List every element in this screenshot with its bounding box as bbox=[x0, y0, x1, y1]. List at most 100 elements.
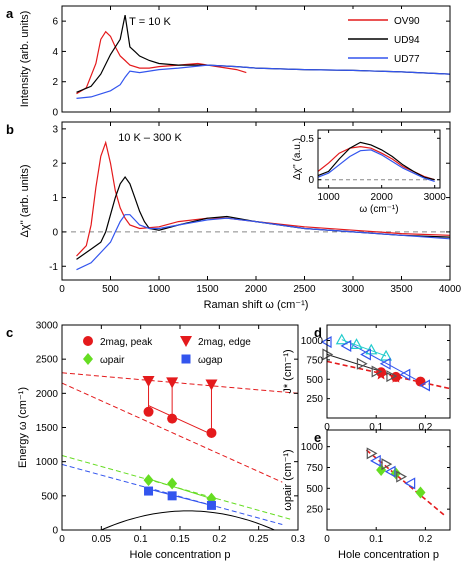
d-point-triangle-right-open bbox=[386, 370, 398, 383]
b-ytick-label: 2 bbox=[52, 159, 58, 170]
panel-b: 0 500 1000 1500 2000 2500 3000 3500 4000-10123bΔ… bbox=[6, 121, 462, 311]
c-ytick-label: 0 bbox=[52, 526, 58, 537]
c-xtick-label: 0.1 bbox=[134, 534, 148, 545]
c-point-triangle-down bbox=[205, 379, 218, 391]
c-point-circle bbox=[206, 427, 217, 438]
a-series-ud77 bbox=[76, 64, 451, 99]
d-point-triangle-left-open bbox=[360, 348, 371, 361]
d-fit-line-0 bbox=[326, 360, 451, 390]
inset-xtick-label: 2000 bbox=[371, 192, 394, 203]
d-ytick-label: 1000 bbox=[301, 336, 324, 347]
b-xtick-label: 500 bbox=[102, 284, 119, 295]
d-point-triangle-up-open bbox=[335, 333, 348, 345]
c-fit-line-6 bbox=[148, 488, 212, 506]
c-ytick-label: 2000 bbox=[36, 389, 59, 400]
c-point-square bbox=[144, 486, 154, 496]
c-fit-line-4 bbox=[148, 478, 212, 500]
e-ylabel: ωpair (cm⁻¹) bbox=[282, 449, 294, 510]
c-ytick-label: 3000 bbox=[36, 321, 59, 332]
e-xtick-label: 0 bbox=[324, 534, 330, 545]
e-panel-label: e bbox=[314, 430, 321, 445]
d-fit-line-2 bbox=[351, 343, 426, 386]
a-panel-label: a bbox=[6, 6, 14, 21]
panel-b-inset: 1000 2000 3000 0 0.5Δχ'' (a.u.) ω (cm⁻¹) bbox=[292, 129, 446, 215]
c-xtick-label: 0.05 bbox=[92, 534, 112, 545]
b-xtick-label: 2000 bbox=[245, 284, 268, 295]
c-xtick-label: 0.25 bbox=[249, 534, 269, 545]
e-point-triangle-left-open bbox=[369, 454, 381, 467]
c-point-triangle-down bbox=[142, 376, 155, 388]
b-ytick-label: 3 bbox=[52, 124, 58, 135]
e-point-triangle-right-open bbox=[381, 458, 393, 471]
d-point-triangle-left-open bbox=[419, 379, 430, 392]
c-ytick-label: 500 bbox=[41, 491, 58, 502]
d-point-triangle-right-open bbox=[356, 357, 368, 370]
a-legend-label: OV90 bbox=[394, 16, 420, 27]
c-ytick-label: 1000 bbox=[36, 457, 59, 468]
b-ylabel: Δχ'' (arb. units) bbox=[19, 165, 31, 238]
e-point-triangle-right-open bbox=[366, 447, 378, 460]
d-xtick-label: 0.2 bbox=[418, 422, 432, 433]
b-series-ov90 bbox=[76, 140, 451, 257]
b-xtick-label: 0 bbox=[59, 284, 65, 295]
inset-series-ud77 bbox=[317, 149, 435, 182]
b-xtick-label: 3500 bbox=[390, 284, 413, 295]
b-panel-label: b bbox=[6, 122, 14, 137]
c-xtick-label: 0 bbox=[59, 534, 65, 545]
e-xlabel: Hole concentration p bbox=[338, 549, 439, 561]
b-ytick-label: 0 bbox=[52, 227, 58, 238]
c-dome bbox=[101, 510, 275, 531]
b-series-ud77 bbox=[76, 214, 451, 271]
b-xtick-label: 3000 bbox=[342, 284, 365, 295]
inset-bg bbox=[318, 130, 440, 188]
b-ytick-label: 1 bbox=[52, 193, 58, 204]
a-ytick-label: 4 bbox=[52, 47, 58, 58]
c-ytick-label: 1500 bbox=[36, 423, 59, 434]
a-legend-label: UD94 bbox=[394, 35, 420, 46]
a-series-ov90 bbox=[76, 30, 247, 95]
e-ytick-label: 500 bbox=[306, 484, 323, 495]
c-fit-line-2 bbox=[148, 405, 212, 435]
c-point-circle bbox=[167, 413, 178, 424]
b-annotation: 10 K – 300 K bbox=[118, 132, 182, 144]
d-panel-label: d bbox=[314, 325, 322, 340]
d-frame bbox=[326, 324, 451, 419]
c-legend-marker bbox=[83, 353, 93, 365]
c-xtick-label: 0.2 bbox=[212, 534, 226, 545]
e-ytick-label: 1000 bbox=[301, 442, 324, 453]
a-annotation: T = 10 K bbox=[129, 16, 171, 28]
d-point-star bbox=[390, 371, 402, 383]
c-point-circle bbox=[143, 406, 154, 417]
c-panel-label: c bbox=[6, 325, 13, 340]
e-frame bbox=[326, 429, 451, 531]
c-fit-line-1 bbox=[61, 382, 283, 483]
c-xtick-label: 0.15 bbox=[170, 534, 190, 545]
d-point-triangle-left-open bbox=[340, 339, 352, 352]
d-point-triangle-right-open bbox=[371, 365, 383, 378]
a-ytick-label: 2 bbox=[52, 77, 58, 88]
e-ytick-label: 750 bbox=[306, 463, 323, 474]
c-frame bbox=[61, 324, 299, 531]
d-point-triangle-left-open bbox=[399, 368, 411, 381]
inset-series-ud94 bbox=[317, 141, 435, 181]
e-point-triangle-left-open bbox=[404, 477, 416, 490]
c-legend-label: 2mag, peak bbox=[100, 337, 153, 348]
b-xtick-label: 2500 bbox=[293, 284, 316, 295]
c-legend-marker bbox=[180, 336, 192, 347]
d-ytick-label: 250 bbox=[306, 394, 323, 405]
c-xlabel: Hole concentration p bbox=[130, 549, 231, 561]
d-xtick-label: 0 bbox=[324, 422, 330, 433]
e-xtick-label: 0.2 bbox=[418, 534, 432, 545]
c-point-triangle-down bbox=[166, 377, 179, 389]
e-ytick-label: 250 bbox=[306, 505, 323, 516]
c-legend-marker bbox=[181, 354, 191, 364]
b-xlabel: Raman shift ω (cm⁻¹) bbox=[204, 299, 309, 311]
panel-c: 0 0.05 0.1 0.15 0.2 0.25 0.3 0 500 1000 1500 2000 25… bbox=[6, 321, 305, 562]
inset-xtick-label: 1000 bbox=[317, 192, 340, 203]
e-xtick-label: 0.1 bbox=[369, 534, 383, 545]
a-ytick-label: 6 bbox=[52, 17, 58, 28]
b-xtick-label: 1000 bbox=[148, 284, 171, 295]
